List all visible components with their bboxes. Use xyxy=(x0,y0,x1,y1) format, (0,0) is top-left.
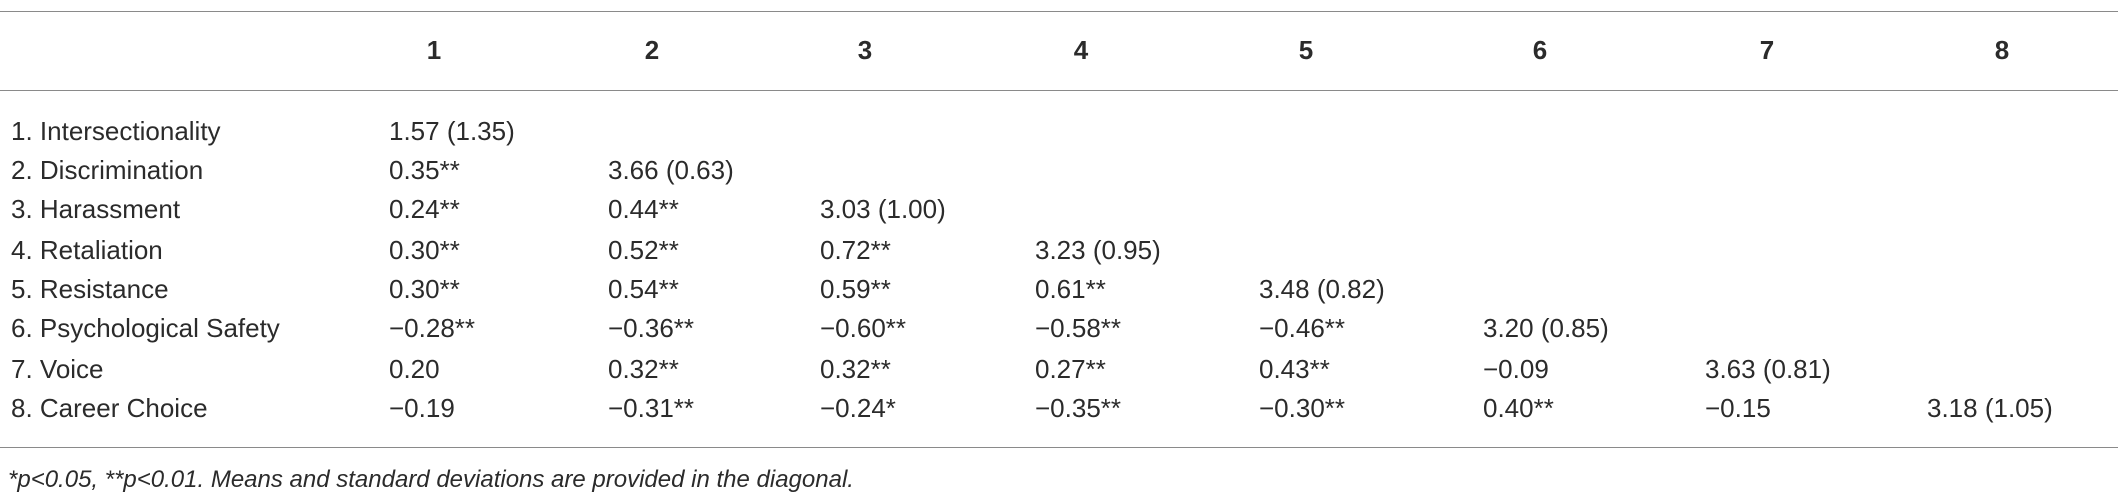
row-label: 2. Discrimination xyxy=(11,155,204,185)
table-cell: 0.35** xyxy=(389,155,460,185)
table-cell: 0.32** xyxy=(608,354,679,384)
table-cell: 3.48 (0.82) xyxy=(1259,274,1385,304)
table-cell: −0.58** xyxy=(1035,313,1122,343)
table-cell: 0.43** xyxy=(1259,354,1330,384)
column-header: 7 xyxy=(1759,35,1775,65)
table-cell: 0.40** xyxy=(1483,393,1554,423)
table-cell: −0.28** xyxy=(389,313,476,343)
table-cell: −0.19 xyxy=(389,393,455,423)
table-cell: 0.24** xyxy=(389,194,460,224)
table-cell: −0.31** xyxy=(608,393,695,423)
row-label: 4. Retaliation xyxy=(11,235,163,265)
table-cell: −0.35** xyxy=(1035,393,1122,423)
table-cell: 0.52** xyxy=(608,235,679,265)
top-rule xyxy=(0,11,2118,12)
table-cell: 0.30** xyxy=(389,235,460,265)
column-header: 6 xyxy=(1532,35,1548,65)
table-cell: 3.20 (0.85) xyxy=(1483,313,1609,343)
column-header: 1 xyxy=(426,35,442,65)
table-cell: 3.66 (0.63) xyxy=(608,155,734,185)
table-cell: −0.09 xyxy=(1483,354,1549,384)
row-label: 6. Psychological Safety xyxy=(11,313,280,343)
row-label: 3. Harassment xyxy=(11,194,181,224)
row-label: 1. Intersectionality xyxy=(11,116,221,146)
footnote: *p<0.05, **p<0.01. Means and standard de… xyxy=(8,466,854,493)
table-cell: 3.63 (0.81) xyxy=(1705,354,1831,384)
table-cell: −0.60** xyxy=(820,313,907,343)
row-label: 5. Resistance xyxy=(11,274,169,304)
table-cell: 3.23 (0.95) xyxy=(1035,235,1161,265)
table-cell: −0.36** xyxy=(608,313,695,343)
table-cell: 0.61** xyxy=(1035,274,1106,304)
column-header: 5 xyxy=(1298,35,1314,65)
column-header: 4 xyxy=(1073,35,1089,65)
table-cell: 1.57 (1.35) xyxy=(389,116,515,146)
table-cell: −0.30** xyxy=(1259,393,1346,423)
bottom-rule xyxy=(0,447,2118,448)
table-cell: 0.30** xyxy=(389,274,460,304)
table-cell: 0.72** xyxy=(820,235,891,265)
row-label: 7. Voice xyxy=(11,354,104,384)
table-cell: 0.59** xyxy=(820,274,891,304)
table-cell: 3.03 (1.00) xyxy=(820,194,946,224)
row-label: 8. Career Choice xyxy=(11,393,208,423)
table-cell: 0.44** xyxy=(608,194,679,224)
table-cell: 0.32** xyxy=(820,354,891,384)
column-header: 8 xyxy=(1994,35,2010,65)
column-header: 3 xyxy=(857,35,873,65)
table-cell: 0.27** xyxy=(1035,354,1106,384)
table-cell: −0.24* xyxy=(820,393,896,423)
column-header: 2 xyxy=(644,35,660,65)
table-cell: 0.20 xyxy=(389,354,440,384)
table-cell: 3.18 (1.05) xyxy=(1927,393,2053,423)
table-cell: −0.15 xyxy=(1705,393,1771,423)
header-rule xyxy=(0,90,2118,91)
table-cell: 0.54** xyxy=(608,274,679,304)
table-cell: −0.46** xyxy=(1259,313,1346,343)
